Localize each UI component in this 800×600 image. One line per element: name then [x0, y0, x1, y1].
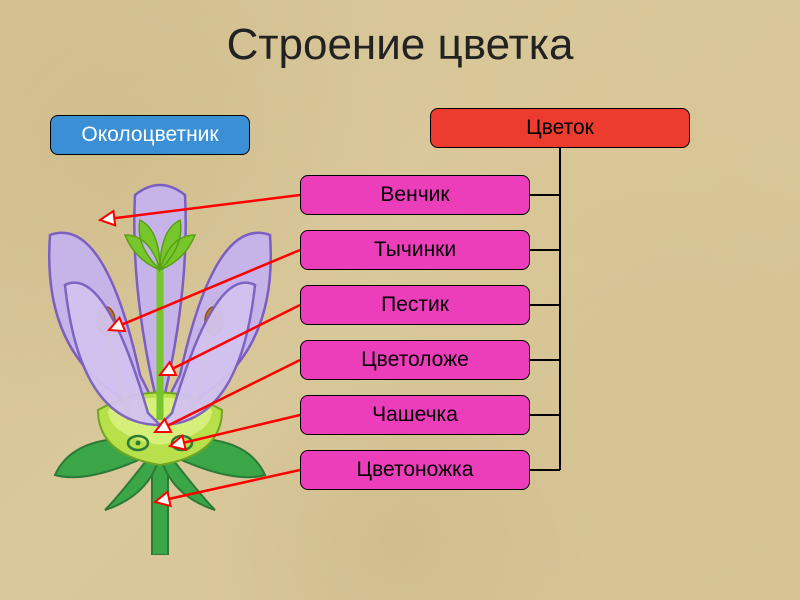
- part-stamens: Тычинки: [300, 230, 530, 270]
- flower-illustration: [20, 175, 300, 555]
- part-calyx: Чашечка: [300, 395, 530, 435]
- part-receptacle: Цветоложе: [300, 340, 530, 380]
- page-title: Строение цветка: [0, 20, 800, 70]
- flower-root-box: Цветок: [430, 108, 690, 148]
- ovary-left-dot: [136, 441, 141, 446]
- ovary-right-dot: [180, 441, 185, 446]
- perianth-box: Околоцветник: [50, 115, 250, 155]
- part-pistil: Пестик: [300, 285, 530, 325]
- part-pedicel: Цветоножка: [300, 450, 530, 490]
- part-corolla: Венчик: [300, 175, 530, 215]
